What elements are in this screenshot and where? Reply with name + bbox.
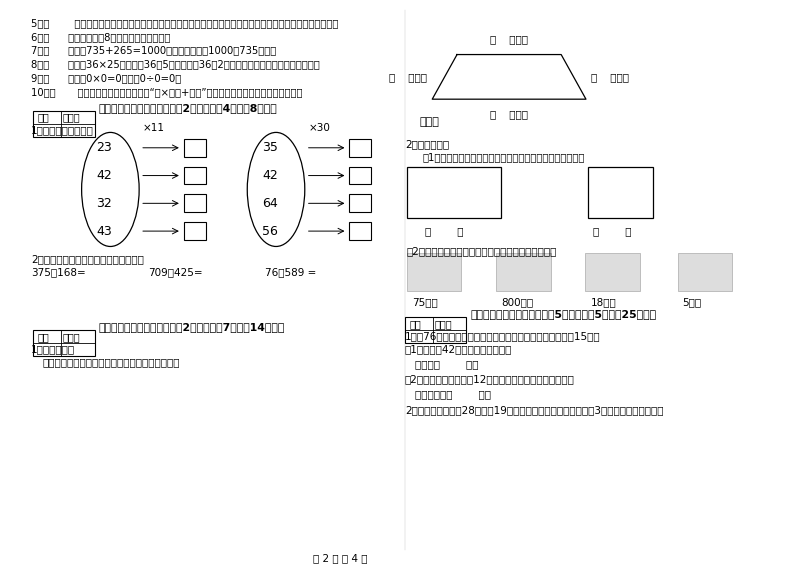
Text: 6．（      ）一个两位数8，积一定也是两位数。: 6．（ ）一个两位数8，积一定也是两位数。 (31, 32, 170, 42)
Text: 2．篮球场是一个长28米，刷19米的长方形，小明沿篮球场跑了3圈，他共跑了多少米？: 2．篮球场是一个长28米，刷19米的长方形，小明沿篮球场跑了3圈，他共跑了多少米… (405, 406, 663, 416)
FancyBboxPatch shape (184, 194, 206, 212)
Text: 64: 64 (262, 197, 278, 210)
Text: 评卷人: 评卷人 (62, 112, 80, 123)
Text: （    ）毫米: （ ）毫米 (490, 109, 528, 119)
Text: 8．（      ）计算36×25时，先把36和5相乘，再把36和2相乘，最后把两次乘得的结果相加。: 8．（ ）计算36×25时，先把36和5相乘，再把36和2相乘，最后把两次乘得的… (31, 59, 320, 69)
Text: 1．有76个座位的森林音乐厅将举行音乐会，每张票售价是15元。: 1．有76个座位的森林音乐厅将举行音乐会，每张票售价是15元。 (405, 331, 601, 341)
Text: 5．（        ）用同一条铁丝先围成一个最大的正方形，再围成一个最大的长方形，长方形和正方形的周长相等。: 5．（ ）用同一条铁丝先围成一个最大的正方形，再围成一个最大的长方形，长方形和正… (31, 18, 338, 28)
Text: 1．动手操作。: 1．动手操作。 (31, 344, 75, 354)
Text: 76＋589 =: 76＋589 = (265, 267, 317, 277)
Text: 5千米: 5千米 (682, 298, 702, 307)
Polygon shape (432, 55, 586, 99)
Text: 得分: 得分 (38, 332, 50, 342)
Text: 75千米: 75千米 (412, 298, 438, 307)
Text: 答：收款        元。: 答：收款 元。 (415, 359, 478, 369)
Text: 32: 32 (97, 197, 112, 210)
Text: 四、看清题目，细心计算（割2小题，每题4分，割8分）。: 四、看清题目，细心计算（割2小题，每题4分，割8分）。 (98, 103, 278, 113)
Text: 800千米: 800千米 (501, 298, 534, 307)
Text: 18千米: 18千米 (590, 298, 616, 307)
Text: 评卷人: 评卷人 (62, 332, 80, 342)
Text: 答：可以收款        元。: 答：可以收款 元。 (415, 389, 491, 399)
Text: （1）已售出42张票，收款多少元？: （1）已售出42张票，收款多少元？ (405, 344, 512, 354)
Text: 10．（       ）有余数除法的验算方法是“商×除数+余数”，看得到的结果是否与被除数相等。: 10．（ ）有余数除法的验算方法是“商×除数+余数”，看得到的结果是否与被除数相… (31, 87, 302, 97)
Text: 六、活用知识，解决问题（割5小题，每题5分，列25分）。: 六、活用知识，解决问题（割5小题，每题5分，列25分）。 (470, 310, 657, 319)
FancyBboxPatch shape (496, 253, 550, 290)
FancyBboxPatch shape (586, 253, 640, 290)
Text: 709－425=: 709－425= (148, 267, 202, 277)
Text: 56: 56 (262, 225, 278, 238)
Text: 35: 35 (262, 141, 278, 154)
Text: 43: 43 (97, 225, 112, 238)
Text: （1）、量出下面各图形中每条边的长度。（以毫米为单位）: （1）、量出下面各图形中每条边的长度。（以毫米为单位） (423, 152, 585, 162)
FancyBboxPatch shape (184, 167, 206, 185)
FancyBboxPatch shape (405, 318, 466, 343)
Text: 2．竖式计算，要求验算的请写出验算。: 2．竖式计算，要求验算的请写出验算。 (31, 254, 144, 264)
Text: （    ）毫米: （ ）毫米 (490, 34, 528, 45)
FancyBboxPatch shape (350, 139, 371, 157)
Text: （    ）毫米: （ ）毫米 (591, 72, 629, 82)
Text: 得分: 得分 (38, 112, 50, 123)
Text: 1．算一算，填一填。: 1．算一算，填一填。 (31, 125, 94, 135)
Text: ×11: ×11 (143, 123, 165, 133)
Text: 2．实践操作：: 2．实践操作： (405, 139, 449, 149)
Text: 9．（      ）因为0×0=0，所以0÷0=0。: 9．（ ）因为0×0=0，所以0÷0=0。 (31, 73, 182, 84)
Text: 五、认真思考，综合能力（割2小题，每题7分，列14分）。: 五、认真思考，综合能力（割2小题，每题7分，列14分）。 (98, 323, 285, 332)
Text: 7．（      ）根据735+265=1000，可以直接写出1000－735的差。: 7．（ ）根据735+265=1000，可以直接写出1000－735的差。 (31, 46, 276, 55)
Text: （        ）: （ ） (425, 226, 463, 236)
FancyBboxPatch shape (184, 139, 206, 157)
Text: （    ）毫米: （ ）毫米 (390, 72, 427, 82)
Text: 23: 23 (97, 141, 112, 154)
Text: 第 2 页 共 4 页: 第 2 页 共 4 页 (314, 554, 368, 563)
FancyBboxPatch shape (350, 194, 371, 212)
FancyBboxPatch shape (407, 167, 501, 218)
FancyBboxPatch shape (33, 331, 94, 356)
Text: 42: 42 (262, 169, 278, 182)
Ellipse shape (247, 132, 305, 246)
Ellipse shape (82, 132, 139, 246)
Text: 量出每条边的长度，以毫米为单位，并计算周长。: 量出每条边的长度，以毫米为单位，并计算周长。 (43, 357, 181, 367)
Text: 42: 42 (97, 169, 112, 182)
Text: 评卷人: 评卷人 (434, 319, 452, 329)
FancyBboxPatch shape (589, 167, 653, 218)
FancyBboxPatch shape (350, 167, 371, 185)
FancyBboxPatch shape (33, 111, 94, 137)
Text: 得分: 得分 (410, 319, 422, 329)
FancyBboxPatch shape (407, 253, 462, 290)
FancyBboxPatch shape (350, 222, 371, 240)
Text: ×30: ×30 (309, 123, 330, 133)
FancyBboxPatch shape (678, 253, 732, 290)
Text: （        ）: （ ） (594, 226, 632, 236)
Text: （2）、把每小时行的路程与合适的出行方式连起来。: （2）、把每小时行的路程与合适的出行方式连起来。 (407, 246, 558, 256)
Text: 375＋168=: 375＋168= (31, 267, 86, 277)
Text: （2）把剩余的票按每张12元全部售出，可以收款多少元？: （2）把剩余的票按每张12元全部售出，可以收款多少元？ (405, 374, 575, 384)
FancyBboxPatch shape (184, 222, 206, 240)
Text: 周长：: 周长： (420, 117, 440, 127)
